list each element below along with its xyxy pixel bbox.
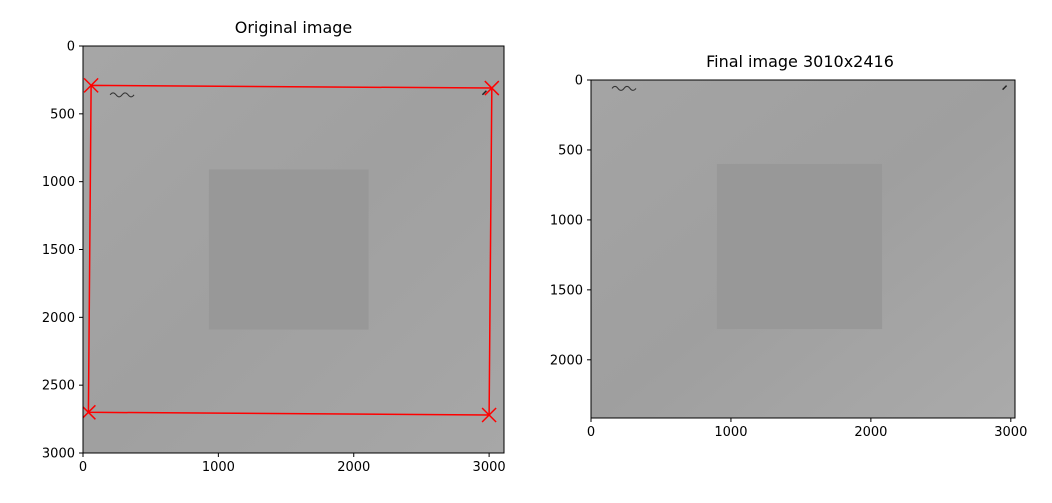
x-axis: 0 1000 2000 3000 [79, 453, 506, 475]
x-tick-label: 3000 [994, 425, 1027, 440]
y-axis: 0 500 1000 1500 2000 2500 3000 [42, 40, 83, 462]
final-image-panel: Final image 3010x2416 0 1000 2000 3000 0 500… [550, 52, 1027, 440]
chart-title: Original image [235, 18, 353, 37]
x-tick-label: 0 [587, 425, 595, 440]
y-tick-label: 2500 [42, 379, 75, 394]
y-tick-label: 1500 [42, 243, 75, 258]
x-tick-label: 3000 [473, 460, 506, 475]
corner-marker [83, 77, 99, 93]
y-tick-label: 1500 [550, 283, 583, 298]
handwritten-mark [611, 85, 637, 91]
corner-marker [481, 407, 497, 423]
y-tick-label: 0 [575, 74, 583, 89]
x-tick-label: 1000 [202, 460, 235, 475]
y-tick-label: 0 [67, 40, 75, 55]
original-image-panel: Original image 0 1000 2000 3000 0 500 1000 150… [42, 18, 506, 475]
y-axis: 0 500 1000 1500 2000 [550, 74, 591, 368]
x-tick-label: 2000 [854, 425, 887, 440]
corner-markers [83, 77, 500, 423]
y-tick-label: 1000 [42, 175, 75, 190]
y-tick-label: 500 [50, 107, 75, 122]
x-tick-label: 2000 [337, 460, 370, 475]
y-tick-label: 1000 [550, 213, 583, 228]
y-tick-label: 3000 [42, 447, 75, 462]
corner-mark [481, 90, 487, 96]
corner-mark [1002, 85, 1008, 91]
y-tick-label: 2000 [42, 311, 75, 326]
chart-title: Final image 3010x2416 [706, 52, 894, 71]
image-area [591, 80, 1015, 418]
handwritten-mark [109, 92, 135, 98]
y-tick-label: 2000 [550, 353, 583, 368]
corner-marker [83, 404, 96, 420]
corner-marker [484, 80, 500, 96]
central-square [208, 169, 369, 330]
y-tick-label: 500 [558, 143, 583, 158]
x-tick-label: 0 [79, 460, 87, 475]
x-tick-label: 1000 [714, 425, 747, 440]
image-area [83, 46, 504, 453]
central-square [716, 163, 883, 330]
axes-frame [590, 79, 1016, 419]
x-axis: 0 1000 2000 3000 [587, 418, 1027, 440]
